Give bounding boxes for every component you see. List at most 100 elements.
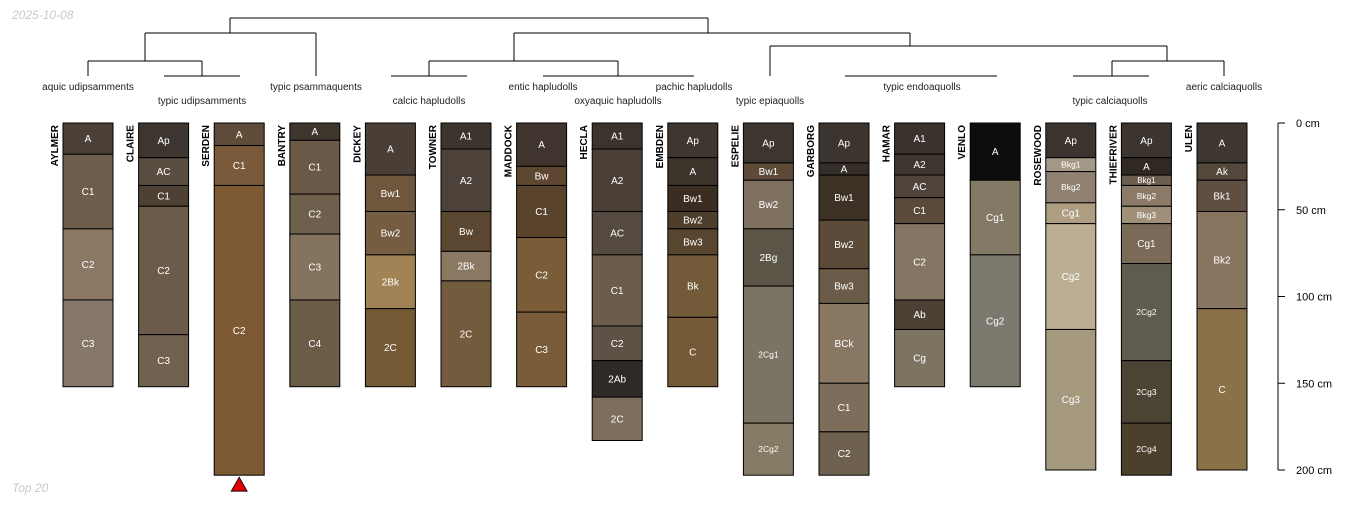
horizon-label: Cg2 — [1062, 272, 1081, 283]
horizon-label: Bw2 — [834, 240, 854, 251]
horizon-label: C4 — [308, 339, 321, 350]
horizon-label: C2 — [535, 270, 548, 281]
horizon-label: C2 — [913, 257, 926, 268]
subgroup-label: calcic hapludolls — [393, 96, 466, 107]
horizon-ulen — [1196, 179, 1248, 212]
subgroup-label: aeric calciaquolls — [1186, 82, 1262, 93]
horizon-embden — [667, 316, 719, 388]
subgroup-label: typic endoaquolls — [883, 82, 960, 93]
horizon-towner — [440, 122, 492, 150]
horizon-label: A1 — [611, 132, 624, 143]
horizon-label: AC — [610, 229, 624, 240]
horizon-label: A — [992, 147, 999, 158]
horizon-garborg — [818, 268, 870, 304]
horizon-label: AC — [157, 167, 171, 178]
horizon-espelie — [742, 179, 794, 230]
horizon-label: C3 — [535, 345, 548, 356]
horizon-label: 2Cg4 — [1136, 444, 1157, 454]
subgroup-label: oxyaquic hapludolls — [574, 96, 661, 107]
horizon-ulen — [1196, 122, 1248, 164]
horizon-label: Ap — [1065, 136, 1078, 147]
profile-name: TOWNER — [428, 124, 439, 169]
horizon-bantry — [289, 233, 341, 301]
horizon-label: Bw — [535, 171, 550, 182]
horizon-garborg — [818, 174, 870, 221]
horizon-label: 2Bk — [457, 262, 475, 273]
horizon-ulen — [1196, 308, 1248, 471]
horizon-hecla — [591, 148, 643, 212]
horizon-espelie — [742, 122, 794, 164]
horizon-towner — [440, 210, 492, 252]
horizon-label: C1 — [157, 191, 170, 202]
horizon-label: C3 — [308, 263, 321, 274]
horizon-embden — [667, 254, 719, 318]
horizon-serden — [213, 145, 265, 186]
horizon-thiefriver — [1120, 223, 1172, 265]
subgroup-label: typic epiaquolls — [736, 96, 804, 107]
horizon-label: Ak — [1216, 167, 1229, 178]
horizon-thiefriver — [1120, 360, 1172, 424]
horizon-label: C3 — [82, 339, 95, 350]
horizon-label: Bw1 — [834, 193, 854, 204]
horizon-label: A2 — [611, 176, 624, 187]
horizon-hamar — [894, 197, 946, 225]
horizon-dickey — [364, 308, 416, 388]
horizon-bantry — [289, 139, 341, 195]
horizon-label: A — [387, 145, 394, 156]
horizon-label: Ap — [762, 138, 775, 149]
horizon-label: A — [841, 164, 848, 175]
horizon-espelie — [742, 228, 794, 287]
horizon-thiefriver — [1120, 122, 1172, 159]
horizon-label: Ap — [157, 136, 170, 147]
profile-name: VENLO — [957, 125, 968, 160]
horizon-label: Bw1 — [381, 189, 401, 200]
subgroup-label: typic udipsamments — [158, 96, 246, 107]
horizon-label: Bw1 — [683, 194, 703, 205]
horizon-label: BCk — [835, 339, 855, 350]
horizon-label: 2Cg1 — [758, 350, 779, 360]
horizon-label: C1 — [535, 207, 548, 218]
horizon-label: 2C — [384, 343, 397, 354]
horizon-thiefriver — [1120, 422, 1172, 476]
horizon-label: AC — [913, 182, 927, 193]
horizon-label: C1 — [913, 206, 926, 217]
horizon-label: A — [538, 140, 545, 151]
horizon-venlo — [969, 254, 1021, 388]
horizon-label: Ap — [838, 138, 851, 149]
horizon-label: 2Bg — [760, 253, 778, 264]
horizon-rosewood — [1045, 122, 1097, 159]
profile-name: GARBORG — [806, 125, 817, 177]
horizon-label: C2 — [157, 266, 170, 277]
horizon-maddock — [516, 184, 568, 239]
horizon-label: C2 — [838, 449, 851, 460]
profile-name: HAMAR — [882, 124, 893, 162]
horizon-label: C3 — [157, 356, 170, 367]
horizon-label: Bkg3 — [1137, 210, 1157, 220]
horizon-label: A1 — [913, 134, 926, 145]
profile-name: DICKEY — [352, 125, 363, 163]
subgroup-label: typic psammaquents — [270, 82, 362, 93]
horizon-garborg — [818, 382, 870, 433]
horizon-label: Cg — [913, 354, 926, 365]
horizon-label: 2C — [611, 414, 624, 425]
horizon-label: A — [311, 127, 318, 138]
horizon-label: Bw3 — [834, 282, 854, 293]
horizon-label: C — [689, 348, 696, 359]
horizon-aylmer — [62, 228, 114, 301]
horizon-label: A — [1143, 162, 1150, 173]
horizon-hecla — [591, 254, 643, 327]
horizon-label: Cg1 — [986, 213, 1005, 224]
horizon-ulen — [1196, 210, 1248, 310]
horizon-garborg — [818, 219, 870, 270]
horizon-thiefriver — [1120, 263, 1172, 362]
horizon-label: C2 — [82, 260, 95, 271]
horizon-label: Cg1 — [1062, 209, 1081, 220]
depth-axis-label: 200 cm — [1296, 465, 1332, 477]
horizon-label: C — [1218, 385, 1225, 396]
horizon-garborg — [818, 122, 870, 164]
profile-name: BANTRY — [277, 125, 288, 167]
horizon-rosewood — [1045, 328, 1097, 471]
horizon-label: A2 — [913, 160, 926, 171]
horizon-label: 2Ab — [608, 374, 626, 385]
